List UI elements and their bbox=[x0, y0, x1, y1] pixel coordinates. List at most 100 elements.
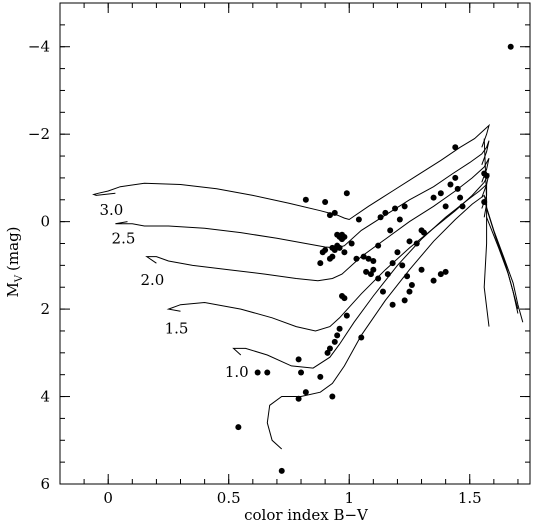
star-point bbox=[483, 172, 490, 179]
y-tick-label: 0 bbox=[40, 213, 50, 231]
star-point bbox=[430, 194, 437, 201]
star-point bbox=[437, 271, 444, 278]
track-label: 1.5 bbox=[165, 319, 189, 337]
star-point bbox=[447, 181, 454, 188]
evolutionary-tracks bbox=[92, 123, 524, 450]
y-tick-label: 6 bbox=[40, 475, 50, 493]
y-tick-label: −2 bbox=[28, 125, 50, 143]
star-point bbox=[343, 312, 350, 319]
x-tick-label: 0.5 bbox=[217, 489, 241, 507]
star-point bbox=[389, 260, 396, 267]
star-point bbox=[392, 205, 399, 212]
star-point bbox=[326, 255, 333, 262]
star-point bbox=[375, 275, 382, 282]
star-point bbox=[334, 332, 341, 339]
evolutionary-track bbox=[486, 208, 519, 314]
axes: 0 0.5 1 1.5 −4 −2 0 2 4 6 bbox=[28, 2, 531, 507]
star-point bbox=[457, 194, 464, 201]
y-tick-label: −4 bbox=[28, 38, 50, 56]
star-point bbox=[401, 297, 408, 304]
star-point bbox=[302, 196, 309, 203]
x-axis-label: color index B−V bbox=[244, 506, 369, 524]
star-point bbox=[331, 247, 338, 254]
star-point bbox=[339, 236, 345, 243]
star-point bbox=[295, 356, 302, 363]
star-point bbox=[420, 229, 427, 236]
star-point bbox=[329, 393, 336, 400]
star-point bbox=[382, 209, 389, 216]
track-label: 2.0 bbox=[140, 271, 164, 289]
y-axis-label-sub: V bbox=[14, 274, 25, 283]
star-point bbox=[295, 395, 302, 402]
star-point bbox=[406, 288, 413, 295]
evolutionary-track bbox=[486, 217, 519, 310]
star-point bbox=[331, 209, 338, 216]
evolutionary-track bbox=[266, 194, 488, 450]
star-point bbox=[375, 242, 382, 249]
y-axis-label-main: M bbox=[4, 282, 22, 297]
star-point bbox=[326, 345, 333, 352]
star-point bbox=[384, 271, 391, 278]
star-point bbox=[326, 212, 333, 219]
evolutionary-track bbox=[92, 123, 490, 221]
star-point bbox=[278, 467, 285, 474]
star-point bbox=[302, 389, 309, 396]
star-point bbox=[319, 249, 326, 256]
star-point bbox=[355, 216, 362, 223]
star-point bbox=[377, 214, 384, 221]
star-point bbox=[399, 262, 406, 269]
evolutionary-track bbox=[115, 140, 490, 249]
x-tick-label: 1 bbox=[344, 489, 354, 507]
star-point bbox=[343, 190, 350, 197]
star-point bbox=[317, 260, 324, 267]
x-tick-label: 0 bbox=[103, 489, 113, 507]
star-points bbox=[235, 43, 514, 474]
star-point bbox=[336, 325, 343, 332]
star-point bbox=[360, 253, 367, 260]
star-point bbox=[442, 203, 449, 210]
evolutionary-track bbox=[166, 173, 490, 332]
star-point bbox=[430, 277, 437, 284]
star-point bbox=[396, 216, 403, 223]
star-point bbox=[264, 369, 271, 376]
star-point bbox=[358, 334, 365, 341]
star-point bbox=[363, 268, 370, 275]
star-point bbox=[367, 271, 374, 278]
star-point bbox=[341, 295, 348, 302]
track-label: 2.5 bbox=[112, 230, 136, 248]
track-label: 3.0 bbox=[100, 201, 124, 219]
x-tick-label: 1.5 bbox=[458, 489, 482, 507]
star-point bbox=[387, 227, 394, 234]
star-point bbox=[408, 282, 415, 289]
evolutionary-track bbox=[483, 138, 490, 327]
star-point bbox=[235, 424, 242, 431]
star-point bbox=[401, 203, 408, 210]
star-point bbox=[365, 255, 372, 262]
star-point bbox=[452, 174, 459, 181]
track-label: 1.0 bbox=[225, 363, 249, 381]
evolutionary-track bbox=[232, 183, 488, 369]
star-point bbox=[341, 249, 348, 256]
star-point bbox=[336, 244, 343, 251]
y-tick-label: 2 bbox=[40, 300, 50, 318]
star-point bbox=[348, 240, 355, 247]
star-point bbox=[418, 266, 425, 273]
star-point bbox=[317, 373, 324, 380]
star-point bbox=[322, 198, 329, 205]
star-point bbox=[370, 257, 377, 264]
star-point bbox=[298, 369, 305, 376]
star-point bbox=[454, 185, 461, 192]
star-point bbox=[324, 349, 331, 356]
star-point bbox=[379, 288, 386, 295]
y-tick-label: 4 bbox=[40, 388, 50, 406]
track-labels: 3.0 2.5 2.0 1.5 1.0 bbox=[100, 201, 249, 381]
star-point bbox=[370, 266, 377, 273]
star-point bbox=[437, 190, 444, 197]
star-point bbox=[459, 203, 466, 210]
y-axis-label: MV (mag) bbox=[4, 226, 25, 297]
svg-text:MV(mag): MV (mag) bbox=[4, 226, 25, 297]
star-point bbox=[507, 43, 514, 50]
star-point bbox=[394, 249, 401, 256]
star-point bbox=[442, 268, 449, 275]
